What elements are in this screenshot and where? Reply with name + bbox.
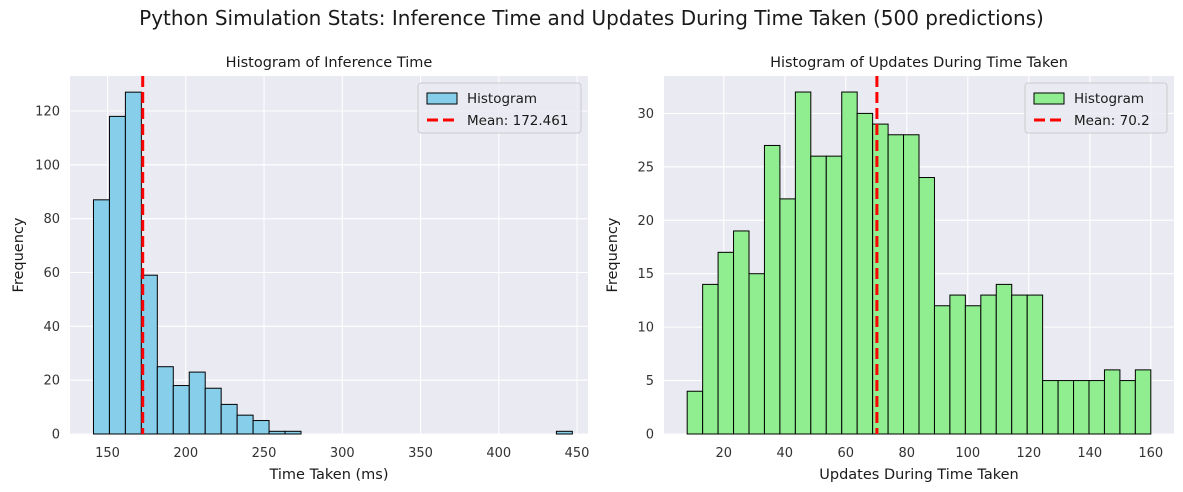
histogram-bar xyxy=(1011,294,1028,435)
histogram-bar xyxy=(284,430,302,435)
x-tick-label: 100 xyxy=(955,446,980,461)
histogram-bar xyxy=(763,144,781,435)
histogram-bar xyxy=(1103,369,1121,435)
histogram-bar xyxy=(887,134,905,435)
histogram-bar xyxy=(980,294,997,435)
legend-label-mean: Mean: 172.461 xyxy=(467,113,568,129)
histogram-bar xyxy=(995,283,1013,435)
panel-updates: 20 40 60 80 100 120 140 160 0 5 10 15 20 25 30 Histogra… xyxy=(605,55,1174,483)
y-tick-label: 30 xyxy=(637,107,654,122)
histogram-bar xyxy=(794,91,812,435)
histogram-bar xyxy=(1057,380,1075,435)
histogram-bar xyxy=(220,403,238,435)
y-tick-label: 100 xyxy=(35,158,60,173)
x-tick-label: 250 xyxy=(252,446,277,461)
x-tick-label: 400 xyxy=(486,446,511,461)
histogram-bar xyxy=(204,387,222,435)
histogram-bar xyxy=(1088,380,1105,435)
histogram-bar xyxy=(903,134,920,435)
histogram-bar xyxy=(1073,380,1090,435)
legend-swatch-histogram xyxy=(426,92,458,105)
panel-inference-time: 150 200 250 300 350 400 450 0 20 40 60 80 100 120 Hist… xyxy=(11,55,589,483)
x-axis-label: Time Taken (ms) xyxy=(268,467,388,483)
x-tick-label: 160 xyxy=(1138,446,1163,461)
histogram-bar xyxy=(779,198,796,435)
histogram-bar xyxy=(156,366,174,435)
axes-title: Histogram of Updates During Time Taken xyxy=(770,55,1068,71)
histogram-bar xyxy=(872,123,889,435)
legend-box xyxy=(417,82,582,134)
y-tick-label: 5 xyxy=(646,374,654,389)
histogram-bar xyxy=(733,230,750,435)
histogram-bar xyxy=(1134,369,1152,435)
y-tick-label: 20 xyxy=(637,214,654,229)
axes-title: Histogram of Inference Time xyxy=(226,55,433,71)
histogram-bar xyxy=(555,430,573,435)
histogram-bar xyxy=(124,91,142,435)
x-tick-label: 60 xyxy=(838,446,855,461)
histogram-bar xyxy=(1119,380,1136,435)
x-tick-label: 200 xyxy=(173,446,198,461)
y-tick-label: 10 xyxy=(637,321,654,336)
x-axis-label: Updates During Time Taken xyxy=(819,467,1018,483)
y-tick-label: 80 xyxy=(43,212,60,227)
y-tick-label: 0 xyxy=(646,428,654,443)
legend-swatch-histogram xyxy=(1033,92,1065,105)
histogram-bar xyxy=(949,294,966,435)
x-tick-label: 450 xyxy=(565,446,590,461)
x-tick-label: 350 xyxy=(408,446,433,461)
histogram-bar xyxy=(856,112,874,435)
x-tick-label: 40 xyxy=(777,446,794,461)
x-tick-label: 150 xyxy=(95,446,120,461)
histogram-bar xyxy=(933,305,951,435)
y-tick-label: 120 xyxy=(35,104,60,119)
histogram-bar xyxy=(918,177,935,435)
histogram-bar xyxy=(236,414,254,435)
y-tick-label: 0 xyxy=(52,428,60,443)
histogram-bar xyxy=(1042,380,1059,435)
histogram-bar xyxy=(268,430,286,435)
histogram-bar xyxy=(252,420,270,435)
y-tick-label: 40 xyxy=(43,320,60,335)
histogram-bar xyxy=(108,115,126,435)
histogram-bar xyxy=(1026,294,1044,435)
x-tick-label: 300 xyxy=(330,446,355,461)
y-tick-label: 25 xyxy=(637,160,654,175)
histogram-bar xyxy=(702,283,719,435)
histogram-bar xyxy=(172,385,190,435)
figure-title: Python Simulation Stats: Inference Time … xyxy=(139,6,1044,30)
histogram-bar xyxy=(188,371,206,435)
y-tick-label: 60 xyxy=(43,266,60,281)
x-tick-label: 80 xyxy=(899,446,916,461)
y-tick-label: 20 xyxy=(43,374,60,389)
y-axis-label: Frequency xyxy=(605,217,621,292)
legend-label-mean: Mean: 70.2 xyxy=(1074,113,1150,129)
histogram-bar xyxy=(841,91,858,435)
x-tick-label: 20 xyxy=(716,446,733,461)
y-tick-label: 15 xyxy=(637,267,654,282)
legend-label-histogram: Histogram xyxy=(467,91,537,107)
legend-label-histogram: Histogram xyxy=(1074,91,1144,107)
histogram-bar xyxy=(810,155,827,435)
x-tick-label: 140 xyxy=(1077,446,1102,461)
histogram-bar xyxy=(748,273,765,435)
histogram-bar xyxy=(686,390,704,435)
y-axis-label: Frequency xyxy=(11,217,27,292)
histogram-bar xyxy=(717,251,735,435)
histogram-bar xyxy=(964,305,982,435)
histogram-bar xyxy=(92,199,110,435)
histogram-bar xyxy=(825,155,843,435)
x-tick-label: 120 xyxy=(1016,446,1041,461)
